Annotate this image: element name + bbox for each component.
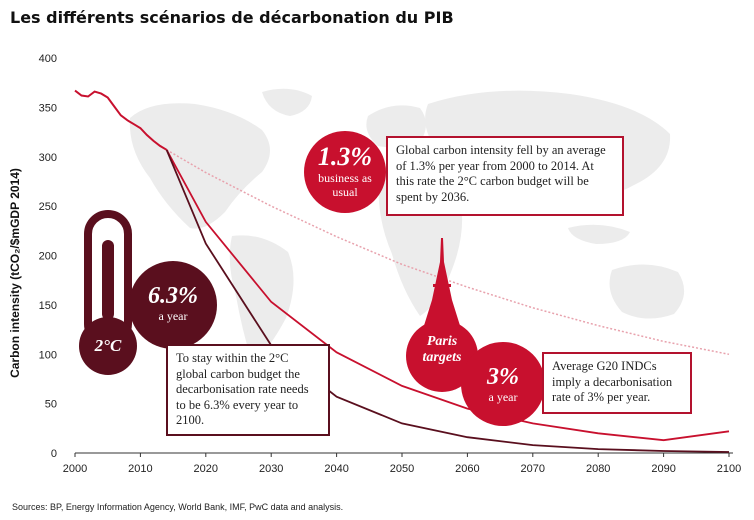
paris-label: Paris targets (422, 334, 462, 365)
series-line-3pct (165, 149, 730, 442)
two-c-rate-bubble: 6.3% a year (129, 261, 217, 349)
bau-callout: Global carbon intensity fell by an avera… (386, 136, 624, 216)
y-tick-label: 50 (45, 399, 57, 411)
map-australia (609, 264, 685, 319)
x-tick-label: 2090 (651, 463, 675, 475)
paris-sub: a year (488, 390, 518, 404)
y-tick-label: 200 (39, 251, 57, 263)
y-tick-label: 350 (39, 102, 57, 114)
x-tick-label: 2070 (521, 463, 545, 475)
x-tick-label: 2040 (324, 463, 348, 475)
map-south-america (229, 235, 294, 362)
x-tick-label: 2000 (63, 463, 87, 475)
y-tick-label: 100 (39, 349, 57, 361)
x-tick-label: 2080 (586, 463, 610, 475)
x-tick-label: 2050 (390, 463, 414, 475)
series-line-6-3pct (165, 149, 730, 453)
map-indonesia (568, 224, 630, 244)
x-tick-label: 2020 (194, 463, 218, 475)
two-c-sub: a year (158, 309, 188, 323)
thermometer-icon (79, 210, 137, 375)
historical-line (74, 89, 168, 151)
y-tick-label: 250 (39, 201, 57, 213)
bau-label: business as usual (318, 171, 372, 199)
eiffel-tower-icon (422, 238, 462, 332)
paris-callout: Average G20 INDCs imply a decarbonisatio… (542, 352, 692, 414)
x-tick-label: 2030 (259, 463, 283, 475)
data-lines (74, 89, 730, 453)
paris-rate-bubble: 3% a year (461, 342, 545, 426)
business-as-usual-bubble: 1.3% business as usual (304, 131, 386, 213)
map-north-america (129, 103, 270, 229)
two-c-callout: To stay within the 2°C global carbon bud… (166, 344, 330, 436)
x-tick-label: 2100 (717, 463, 741, 475)
two-c-percent: 6.3% (148, 283, 198, 309)
bau-percent: 1.3% (317, 142, 373, 171)
x-tick-label: 2060 (455, 463, 479, 475)
y-axis-label: Carbon intensity (tCO₂/$mGDP 2014) (8, 168, 22, 378)
y-tick-label: 150 (39, 300, 57, 312)
page-title: Les différents scénarios de décarbonatio… (10, 8, 454, 27)
map-greenland (262, 88, 312, 116)
axes: 2000 2010 2020 2030 2040 2050 2060 2070 2080 2090… (39, 53, 742, 475)
y-tick-label: 0 (51, 448, 57, 460)
paris-percent: 3% (487, 364, 519, 390)
y-tick-label: 300 (39, 152, 57, 164)
thermometer-label: 2°C (94, 336, 122, 355)
x-tick-label: 2010 (128, 463, 152, 475)
y-tick-label: 400 (39, 53, 57, 65)
source-note: Sources: BP, Energy Information Agency, … (12, 502, 344, 512)
series-line-1-3pct (166, 149, 730, 356)
